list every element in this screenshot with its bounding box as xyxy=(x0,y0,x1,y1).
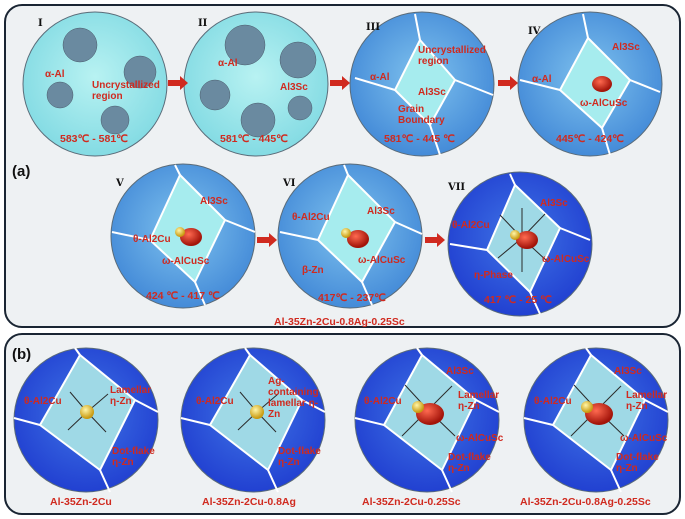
stage-4-omega: ω-AlCuSc xyxy=(580,98,628,109)
stage-7-eta: η-Phase xyxy=(474,270,513,281)
stage-4-temp: 445℃ - 424℃ xyxy=(556,133,624,145)
stage-7-numeral: VII xyxy=(448,182,466,193)
stage-3-uncrystallized: Uncrystallized region xyxy=(418,45,486,67)
alloy-3-lamellar: Lamellar η-Zn xyxy=(458,390,500,412)
stage-4-alpha-al: α-Al xyxy=(532,74,552,85)
alloy-4-omega: ω-AlCuSc xyxy=(620,433,668,444)
stage-1-uncrystallized: Uncrystallized region xyxy=(92,80,160,102)
stage-4-circle xyxy=(517,11,663,157)
stage-2-temp: 581℃ - 445℃ xyxy=(220,133,288,145)
stage-5-circle xyxy=(110,163,256,309)
alloy-4-al3sc: Al3Sc xyxy=(614,366,642,377)
alloy-4-circle xyxy=(523,347,669,493)
stage-3-alpha-al: α-Al xyxy=(370,72,390,83)
stage-3-grain-boundary: Grain Boundary xyxy=(398,104,445,126)
alloy-2-theta: θ-Al2Cu xyxy=(196,396,234,407)
stage-3-numeral: III xyxy=(366,22,381,33)
stage-6-theta: θ-Al2Cu xyxy=(292,212,330,223)
stage-5-al3sc: Al3Sc xyxy=(200,196,228,207)
stage-4-numeral: IV xyxy=(528,26,541,37)
panel-a-caption: Al-35Zn-2Cu-0.8Ag-0.25Sc xyxy=(274,316,405,328)
alloy-2-circle xyxy=(180,347,326,493)
stage-2-numeral: II xyxy=(198,18,208,29)
stage-6-omega: ω-AlCuSc xyxy=(358,255,406,266)
stage-6-al3sc: Al3Sc xyxy=(367,206,395,217)
stage-1-numeral: I xyxy=(38,18,43,29)
alloy-1-theta: θ-Al2Cu xyxy=(24,396,62,407)
stage-3-temp: 581℃ - 445 ℃ xyxy=(384,133,455,145)
panel-a-label: (a) xyxy=(12,163,31,180)
stage-5-omega: ω-AlCuSc xyxy=(162,256,210,267)
alloy-4-theta: θ-Al2Cu xyxy=(534,396,572,407)
stage-7-al3sc: Al3Sc xyxy=(540,198,568,209)
alloy-3-caption: Al-35Zn-2Cu-0.25Sc xyxy=(362,496,461,508)
alloy-1-lamellar: Lamellar η-Zn xyxy=(110,385,152,407)
stage-1-alpha-al: α-Al xyxy=(45,69,65,80)
stage-7-omega: ω-AlCuSc xyxy=(542,254,590,265)
stage-6-circle xyxy=(277,163,423,309)
stage-3-al3sc: Al3Sc xyxy=(418,87,446,98)
alloy-2-caption: Al-35Zn-2Cu-0.8Ag xyxy=(202,496,296,508)
stage-2-al3sc: Al3Sc xyxy=(280,82,308,93)
alloy-3-omega: ω-AlCuSc xyxy=(456,433,504,444)
alloy-4-caption: Al-35Zn-2Cu-0.8Ag-0.25Sc xyxy=(520,496,651,508)
alloy-1-dot-flake: Dot-flake η-Zn xyxy=(112,446,155,468)
stage-4-al3sc: Al3Sc xyxy=(612,42,640,53)
alloy-3-al3sc: Al3Sc xyxy=(446,366,474,377)
stage-7-temp: 417 ℃ - 25 ℃ xyxy=(484,294,552,306)
stage-arrows xyxy=(168,76,518,247)
stage-7-theta: θ-Al2Cu xyxy=(452,220,490,231)
alloy-1-circle xyxy=(13,347,159,493)
stage-5-theta: θ-Al2Cu xyxy=(133,234,171,245)
stage-7-circle xyxy=(447,171,593,317)
alloy-3-dot-flake: Dot-flake η-Zn xyxy=(448,452,491,474)
stage-6-beta-zn: β-Zn xyxy=(302,265,324,276)
stage-3-circle xyxy=(349,11,495,157)
alloy-2-ag-lamellar: Ag-containing lamellar η-Zn xyxy=(268,376,319,420)
alloy-4-lamellar: Lamellar η-Zn xyxy=(626,390,668,412)
stage-1-circle xyxy=(22,11,168,157)
alloy-4-dot-flake: Dot-flake η-Zn xyxy=(616,452,659,474)
panel-b-label: (b) xyxy=(12,346,32,363)
alloy-2-dot-flake: Dot-flake η-Zn xyxy=(278,446,321,468)
stage-6-temp: 417℃ - 237℃ xyxy=(318,292,386,304)
stage-1-temp: 583℃ - 581℃ xyxy=(60,133,128,145)
stage-5-numeral: V xyxy=(116,178,124,189)
stage-2-alpha-al: α-Al xyxy=(218,58,238,69)
alloy-3-circle xyxy=(354,347,500,493)
alloy-3-theta: θ-Al2Cu xyxy=(364,396,402,407)
alloy-1-caption: Al-35Zn-2Cu xyxy=(50,496,112,508)
stage-5-temp: 424 ℃ - 417 ℃ xyxy=(146,290,220,302)
stage-6-numeral: VI xyxy=(283,178,296,189)
